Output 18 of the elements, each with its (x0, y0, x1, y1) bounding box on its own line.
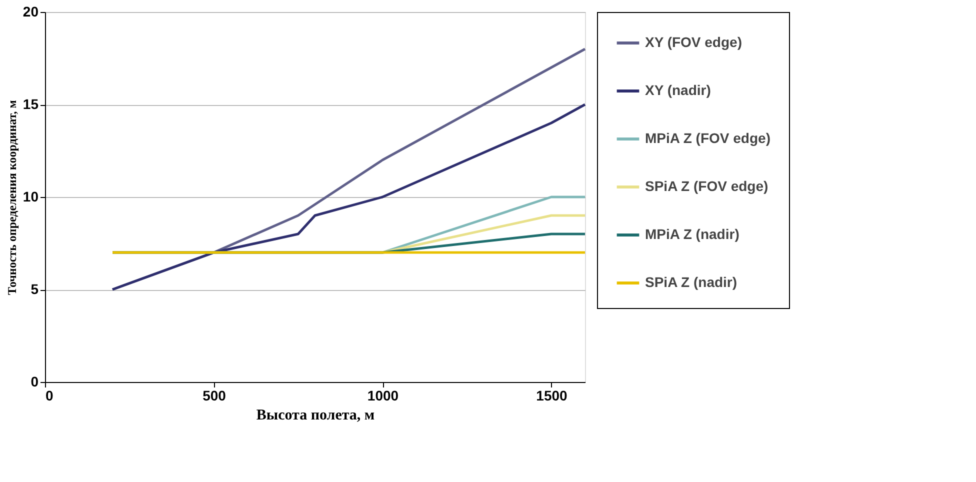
legend-label: SPiA Z (nadir) (645, 274, 738, 290)
x-tick-label: 1500 (536, 388, 568, 404)
legend-label: XY (FOV edge) (645, 34, 742, 50)
y-tick-label: 15 (22, 96, 39, 112)
legend-label: SPiA Z (FOV edge) (645, 178, 768, 194)
y-tick-label: 10 (22, 188, 39, 204)
y-tick-label: 20 (22, 4, 39, 20)
x-tick-label: 1000 (367, 388, 399, 404)
legend-label: MPiA Z (FOV edge) (645, 130, 770, 146)
y-axis-title: Точность определения координат, м (4, 100, 19, 295)
line-series (111, 103, 586, 291)
y-tick-label: 5 (30, 281, 39, 297)
x-axis-title: Высота полета, м (256, 408, 375, 424)
x-tick-label: 500 (202, 388, 226, 404)
y-tick-label: 0 (30, 374, 39, 390)
legend-label: XY (nadir) (645, 82, 711, 98)
legend-label: MPiA Z (nadir) (645, 226, 740, 242)
x-tick-label: 0 (46, 388, 54, 404)
